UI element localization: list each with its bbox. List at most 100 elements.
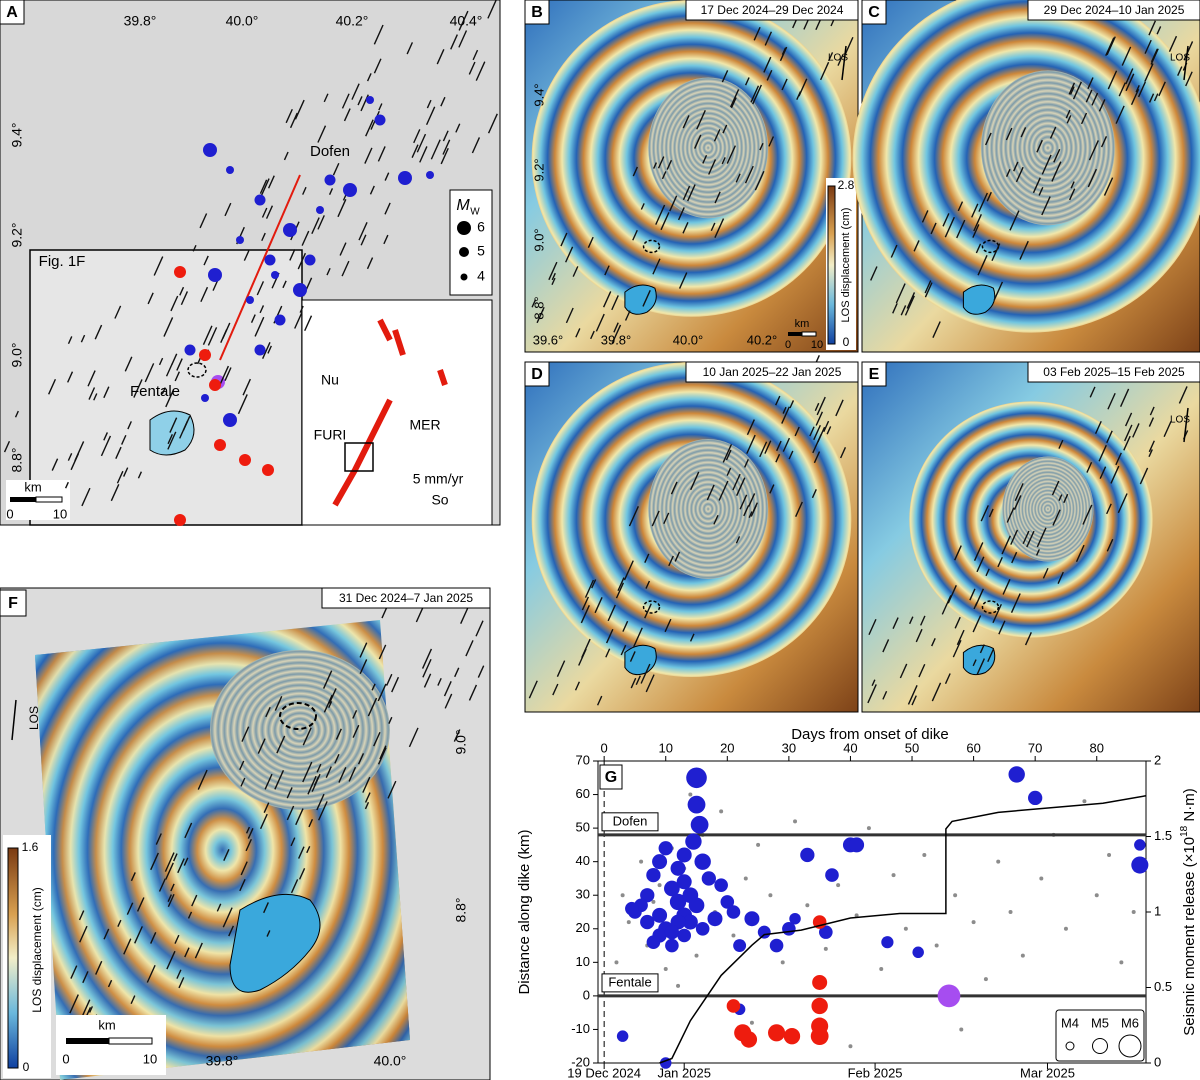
lat-label: 9.0° — [453, 729, 469, 754]
panel-label: A — [6, 4, 18, 21]
colorbar — [7, 847, 19, 1069]
fault — [302, 727, 312, 746]
background-event — [768, 893, 773, 898]
fault — [811, 489, 817, 499]
fault — [1063, 493, 1069, 504]
fault — [411, 144, 419, 158]
fault — [379, 745, 387, 760]
fault — [602, 291, 612, 308]
fault — [254, 316, 265, 337]
fault — [242, 378, 252, 396]
date-box — [685, 0, 859, 21]
fault — [371, 683, 376, 691]
fault — [645, 580, 651, 589]
background-event — [1107, 852, 1112, 857]
background-event — [1039, 876, 1044, 881]
event-marker — [714, 878, 728, 892]
fault — [781, 47, 787, 55]
fault — [325, 766, 332, 778]
fault — [823, 420, 830, 433]
fault — [308, 818, 314, 828]
background-event — [959, 1027, 964, 1032]
fault — [708, 159, 717, 175]
fault — [710, 222, 716, 232]
fault — [146, 964, 156, 983]
panel-a: A 39.8° 40.0° 40.2° 40.4° 9.4° 9.2° 9.0° 8.8° Dof… — [0, 0, 501, 526]
fault — [750, 505, 757, 517]
scale-bar — [35, 496, 63, 503]
fault — [835, 399, 844, 417]
fault — [74, 441, 85, 462]
fault — [222, 907, 233, 928]
panel-g: Days from onset of dike Distance along di… — [516, 726, 1198, 1080]
fault — [819, 61, 830, 81]
fault — [352, 724, 360, 738]
fault — [387, 780, 397, 799]
scale-box — [56, 1015, 166, 1075]
y-tick-label: 20 — [576, 920, 590, 935]
background-event — [903, 926, 908, 931]
fault — [487, 0, 497, 19]
y-tick-label: 70 — [576, 752, 590, 767]
earthquake — [199, 349, 211, 361]
fault — [560, 232, 568, 247]
fault — [682, 185, 691, 201]
fault — [147, 292, 154, 305]
fault — [318, 801, 328, 821]
background-event — [922, 852, 927, 857]
fault — [732, 473, 741, 491]
fault — [1066, 115, 1072, 124]
size-legend-marker — [1065, 1041, 1075, 1051]
fault — [323, 93, 329, 103]
fault — [991, 243, 1001, 262]
panel-label-box — [599, 764, 623, 790]
panel-c: C 29 Dec 2024–10 Jan 2025 LOS — [852, 0, 1200, 353]
fault — [735, 536, 741, 544]
fault — [1106, 430, 1113, 444]
fault — [169, 417, 178, 433]
fault — [176, 358, 183, 371]
fault — [552, 683, 559, 696]
scale-label: 10 — [811, 339, 823, 351]
event-marker — [744, 911, 760, 927]
y2-tick-label: 0.5 — [1154, 979, 1172, 994]
fault — [359, 659, 368, 675]
lon-label: 40.0° — [226, 13, 259, 29]
fault — [798, 78, 808, 97]
fault — [788, 450, 794, 460]
fault — [605, 648, 611, 658]
fault — [978, 192, 988, 212]
fault — [316, 763, 322, 773]
event-marker — [690, 815, 709, 834]
fault — [454, 667, 460, 678]
background-event — [749, 1020, 754, 1025]
event-marker — [783, 1027, 801, 1045]
fault — [1144, 63, 1154, 82]
background-event — [823, 946, 828, 951]
fault — [440, 96, 446, 107]
event-marker — [677, 928, 692, 943]
date-tick-label: Jan 2025 — [657, 1065, 711, 1080]
caldera — [981, 600, 1000, 614]
y2-tick-label: 1.5 — [1154, 828, 1172, 843]
fault — [67, 371, 74, 383]
y2-tick-label: 0 — [1154, 1054, 1161, 1069]
size-legend-label: M6 — [1121, 1015, 1139, 1030]
fault — [408, 727, 419, 748]
y2-tick-label: 2 — [1154, 752, 1161, 767]
date-tick-label: 19 Dec 2024 — [567, 1065, 641, 1080]
fault — [365, 119, 374, 137]
fault — [267, 175, 275, 189]
fault — [629, 651, 636, 662]
fault — [1098, 99, 1106, 112]
colorbar-label: 1.6 — [22, 840, 39, 854]
fault — [972, 224, 980, 238]
fault — [1032, 177, 1041, 194]
event-marker — [811, 997, 828, 1015]
fault — [1082, 504, 1093, 525]
earthquake — [293, 283, 307, 297]
scale-bar — [801, 331, 817, 337]
date-range: 10 Jan 2025–22 Jan 2025 — [703, 365, 842, 379]
fault — [1144, 39, 1152, 54]
fault — [150, 932, 157, 944]
